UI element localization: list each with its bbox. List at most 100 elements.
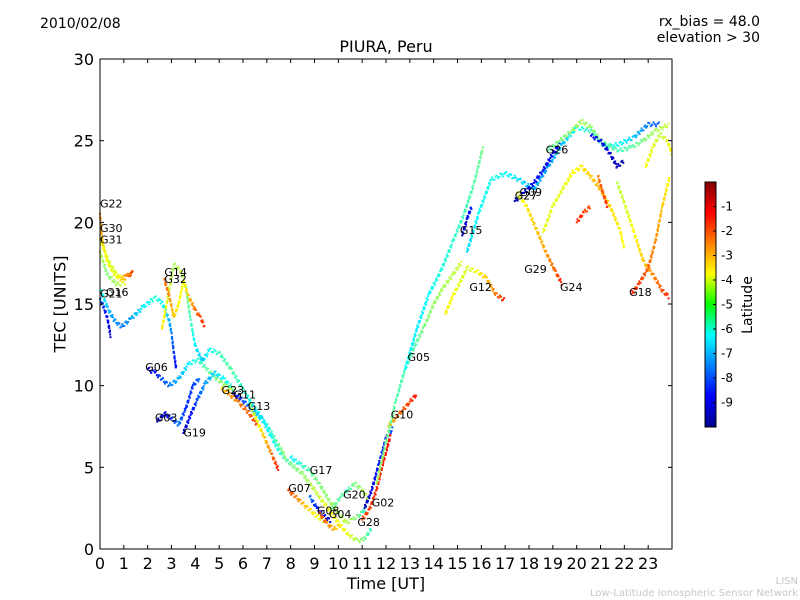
data-point: [263, 423, 266, 425]
parameters-block: rx_bias = 48.0 elevation > 30: [657, 14, 760, 46]
data-point: [582, 168, 585, 171]
data-point: [185, 292, 188, 294]
data-point: [194, 404, 197, 407]
data-point: [624, 147, 627, 149]
data-point: [442, 285, 445, 288]
data-point: [214, 379, 217, 382]
data-point: [197, 380, 200, 383]
data-point: [586, 172, 589, 175]
data-point: [611, 158, 613, 160]
data-point: [271, 452, 274, 455]
data-point: [451, 297, 454, 300]
data-point: [318, 481, 321, 484]
data-point: [200, 321, 203, 323]
data-point: [321, 498, 324, 501]
data-point: [558, 140, 560, 143]
data-point: [190, 323, 193, 326]
data-point: [179, 295, 182, 297]
data-point: [502, 298, 504, 301]
data-point: [546, 220, 549, 223]
data-point: [621, 159, 624, 162]
data-point: [478, 159, 481, 162]
data-point: [214, 376, 217, 379]
data-point: [363, 494, 366, 496]
satellite-label-g27: G27: [515, 189, 538, 202]
data-point: [568, 133, 571, 136]
data-point: [258, 418, 261, 421]
data-point: [385, 448, 388, 451]
data-point: [198, 352, 201, 355]
data-point: [404, 365, 407, 368]
data-point: [124, 278, 126, 281]
data-point: [604, 142, 607, 145]
data-point: [421, 312, 424, 315]
data-point: [401, 408, 404, 411]
data-point: [168, 287, 171, 290]
data-point: [309, 507, 312, 510]
data-point: [274, 440, 277, 443]
data-point: [533, 185, 536, 188]
data-point: [181, 274, 184, 277]
data-point: [101, 292, 104, 295]
data-point: [136, 312, 139, 315]
data-point: [601, 142, 604, 145]
data-point: [644, 274, 646, 277]
data-point: [388, 422, 391, 425]
data-point: [665, 188, 668, 191]
data-point: [315, 478, 318, 481]
data-point: [380, 451, 383, 454]
data-point: [370, 492, 373, 495]
data-point: [272, 440, 275, 443]
data-point: [253, 408, 256, 411]
data-point: [620, 235, 623, 238]
data-point: [309, 482, 312, 485]
data-point: [236, 381, 239, 383]
data-point: [524, 189, 527, 192]
x-tick-label: 22: [614, 554, 634, 573]
data-point: [276, 439, 278, 442]
data-point: [574, 171, 577, 174]
data-point: [184, 283, 186, 286]
data-point: [495, 174, 498, 177]
data-point: [446, 255, 449, 257]
data-point: [656, 230, 659, 233]
data-point: [469, 196, 472, 198]
data-point: [512, 177, 515, 179]
data-point: [209, 370, 212, 373]
data-point: [581, 118, 584, 121]
data-point: [634, 234, 637, 237]
data-point: [302, 501, 305, 504]
data-point: [345, 519, 348, 522]
data-point: [187, 362, 190, 365]
data-point: [150, 298, 153, 301]
data-point: [324, 492, 326, 495]
data-point: [255, 422, 258, 425]
data-point: [189, 413, 192, 416]
data-point: [425, 301, 428, 303]
data-point: [157, 297, 160, 300]
data-point: [322, 515, 325, 518]
data-point: [642, 257, 644, 260]
data-point: [354, 517, 357, 520]
data-point: [460, 221, 463, 224]
data-point: [570, 129, 573, 132]
data-point: [565, 183, 568, 186]
data-point: [217, 373, 220, 376]
data-point: [656, 229, 659, 231]
data-point: [337, 498, 340, 501]
data-point: [214, 350, 217, 352]
data-point: [513, 174, 516, 177]
data-point: [666, 293, 669, 296]
data-point: [381, 452, 384, 455]
data-point: [547, 217, 550, 220]
data-point: [655, 140, 658, 143]
data-point: [647, 266, 650, 269]
data-point: [638, 280, 641, 283]
data-point: [399, 412, 402, 415]
data-point: [180, 418, 183, 421]
data-point: [394, 417, 397, 420]
data-point: [619, 164, 622, 167]
data-point: [387, 425, 390, 428]
data-point: [242, 386, 244, 389]
